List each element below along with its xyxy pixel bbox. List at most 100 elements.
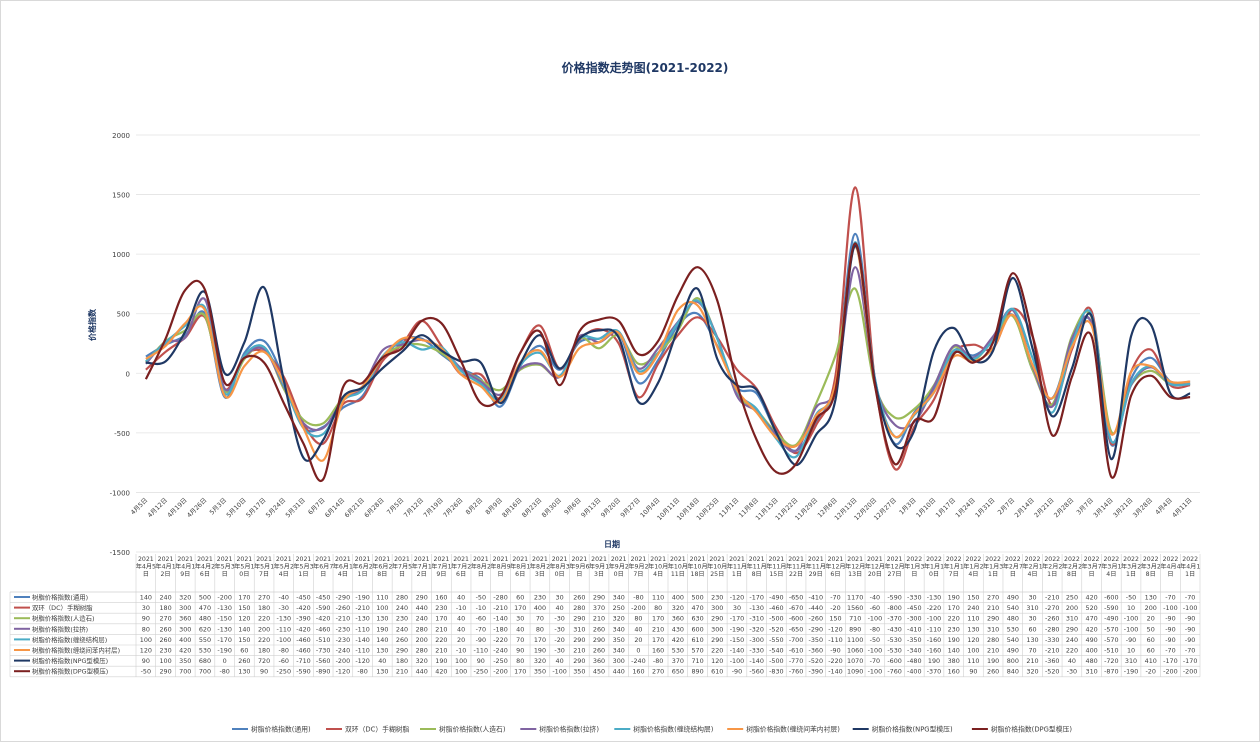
table-cell: -90 <box>1185 625 1195 633</box>
table-header: 2021 年8月2 3日 <box>530 556 550 578</box>
table-cell: -30 <box>1067 668 1077 676</box>
table-header: 2022 年1月1 7日 <box>944 556 964 578</box>
table-cell: 30 <box>556 594 564 602</box>
table-cell: -60 <box>279 657 289 665</box>
table-cell: -490 <box>769 594 784 602</box>
table-header: 2021 年6月2 8日 <box>372 556 392 578</box>
table-cell: -40 <box>279 594 289 602</box>
table-cell: -600 <box>1104 594 1119 602</box>
table-cell: 250 <box>613 604 625 612</box>
legend-label: 树脂价格指数(拉挤) <box>539 725 599 734</box>
table-cell: -110 <box>277 625 292 633</box>
table-cell: 80 <box>654 604 662 612</box>
table-cell: 10 <box>1127 604 1135 612</box>
table-cell: -200 <box>631 604 646 612</box>
table-cell: -450 <box>316 594 331 602</box>
table-cell: 360 <box>179 615 191 623</box>
table-cell: 270 <box>159 615 171 623</box>
table-cell: 100 <box>455 657 467 665</box>
table-cell: -70 <box>830 594 840 602</box>
table-cell: 10 <box>1127 647 1135 655</box>
table-cell: 220 <box>948 615 960 623</box>
table-cell: 480 <box>1086 657 1098 665</box>
table-cell: 90 <box>516 647 524 655</box>
table-cell: 160 <box>435 594 447 602</box>
table-cell: -270 <box>1045 604 1060 612</box>
y-tick-label: -1000 <box>110 489 130 497</box>
table-cell: -160 <box>927 647 942 655</box>
table-cell: 260 <box>987 668 999 676</box>
table-cell: -30 <box>554 615 564 623</box>
table-cell: 700 <box>199 668 211 676</box>
table-cell: 720 <box>258 657 270 665</box>
table-header: 2021 年12月 13日 <box>845 556 865 578</box>
table-cell: 550 <box>199 636 211 644</box>
table-cell: 40 <box>556 604 564 612</box>
table-header: 2021 年5月1 0日 <box>234 556 254 578</box>
table-cell: 130 <box>376 668 388 676</box>
table-cell: -330 <box>907 594 922 602</box>
table-cell: -590 <box>1104 604 1119 612</box>
table-cell: 150 <box>238 636 250 644</box>
legend-label: 树脂价格指数(通用) <box>251 725 311 734</box>
table-cell: -200 <box>493 668 508 676</box>
table-cell: 210 <box>593 615 605 623</box>
table-cell: 480 <box>199 615 211 623</box>
table-header: 2021 年11月 15日 <box>766 556 786 578</box>
table-cell: 530 <box>199 647 211 655</box>
table-cell: -70 <box>870 657 880 665</box>
table-cell: 280 <box>987 636 999 644</box>
table-cell: -280 <box>1045 625 1060 633</box>
table-cell: -300 <box>749 636 764 644</box>
table-cell: 190 <box>376 625 388 633</box>
table-header: 2021 年5月1 7日 <box>254 556 274 578</box>
table-cell: -100 <box>868 615 883 623</box>
table-cell: 350 <box>613 636 625 644</box>
table-cell: -110 <box>355 625 370 633</box>
y-tick-label: -500 <box>114 430 130 438</box>
table-cell: 1070 <box>847 657 863 665</box>
table-cell: -460 <box>296 647 311 655</box>
table-cell: -650 <box>789 625 804 633</box>
table-cell: -390 <box>809 668 824 676</box>
table-cell: 490 <box>1007 594 1019 602</box>
table-cell: 280 <box>416 625 428 633</box>
table-cell: 170 <box>534 636 546 644</box>
table-cell: -290 <box>809 625 824 633</box>
table-cell: -510 <box>316 636 331 644</box>
table-cell: -420 <box>316 615 331 623</box>
table-cell: 60 <box>1147 636 1155 644</box>
table-cell: -30 <box>554 647 564 655</box>
table-header: 2021 年7月1 9日 <box>431 556 451 578</box>
table-cell: 500 <box>691 594 703 602</box>
table-cell: -410 <box>809 594 824 602</box>
table-cell: -670 <box>789 604 804 612</box>
table-cell: 130 <box>376 647 388 655</box>
table-cell: 190 <box>928 657 940 665</box>
table-cell: -180 <box>493 625 508 633</box>
table-cell: 1090 <box>847 668 863 676</box>
table-header: 2021 年6月7 日 <box>313 556 333 578</box>
y-tick-label: -1500 <box>110 549 130 557</box>
table-cell: -100 <box>927 615 942 623</box>
table-cell: -260 <box>336 604 351 612</box>
table-cell: -210 <box>493 604 508 612</box>
table-cell: 190 <box>435 657 447 665</box>
table-cell: 280 <box>573 604 585 612</box>
table-cell: 400 <box>672 594 684 602</box>
table-cell: -420 <box>296 625 311 633</box>
table-cell: -230 <box>336 636 351 644</box>
table-cell: 230 <box>435 604 447 612</box>
table-cell: -250 <box>474 668 489 676</box>
table-cell: 610 <box>711 668 723 676</box>
table-cell: 60 <box>1028 625 1036 633</box>
table-cell: 350 <box>179 657 191 665</box>
table-cell: -130 <box>277 615 292 623</box>
table-cell: 210 <box>435 625 447 633</box>
table-cell: 260 <box>573 594 585 602</box>
table-cell: -510 <box>1104 647 1119 655</box>
table-row-label: 树脂价格指数(缠绕间苯内衬层) <box>32 646 120 655</box>
table-row-label: 树脂价格指数(NPG型模压) <box>32 656 108 665</box>
table-header: 2021 年8月1 6日 <box>510 556 530 578</box>
table-cell: 40 <box>1068 657 1076 665</box>
